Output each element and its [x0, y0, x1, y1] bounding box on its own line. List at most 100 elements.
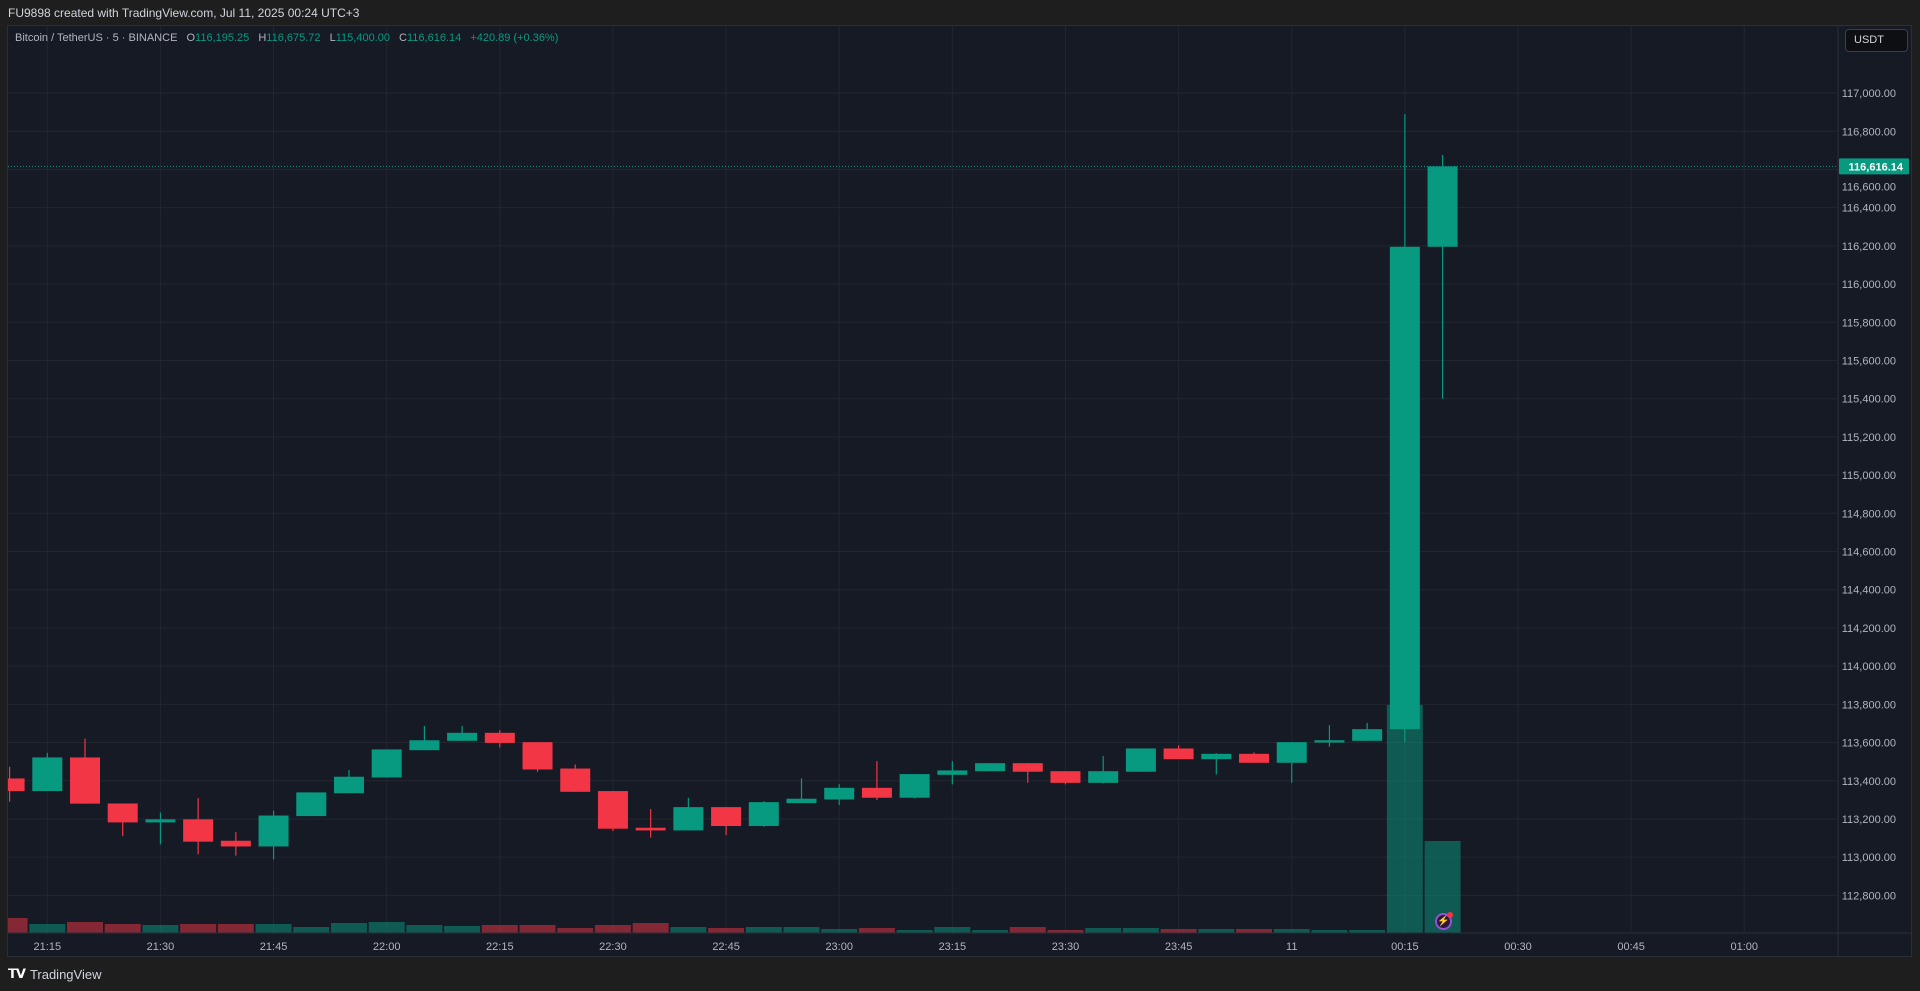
close-label: C	[399, 32, 407, 44]
last-price-label: 116,616.14	[1849, 161, 1904, 173]
volume-bar	[1160, 929, 1197, 933]
volume-bar	[708, 928, 745, 933]
candle-body	[1125, 748, 1156, 772]
y-tick-label: 114,600.00	[1842, 547, 1896, 559]
plot-area	[8, 26, 1838, 933]
low-label: L	[329, 32, 336, 44]
candle-body	[597, 791, 628, 829]
y-tick-label: 116,200.00	[1842, 241, 1896, 253]
x-tick-label: 23:00	[825, 941, 853, 953]
y-tick-label: 114,400.00	[1842, 585, 1896, 597]
candle-body	[8, 778, 25, 792]
candle-body	[107, 803, 138, 823]
candle-body	[748, 802, 779, 827]
volume-bar	[972, 930, 1009, 933]
candle-body	[1352, 729, 1383, 741]
volume-bar	[255, 924, 292, 933]
y-tick-label: 113,000.00	[1842, 852, 1896, 864]
y-tick-label: 115,800.00	[1842, 317, 1896, 329]
x-tick-label: 00:15	[1391, 941, 1419, 953]
candle-body	[1050, 771, 1081, 783]
brand-name: TradingView	[29, 966, 102, 982]
x-tick-label: 22:45	[712, 941, 740, 953]
x-tick-label: 22:00	[373, 941, 401, 953]
candle-body	[32, 757, 63, 792]
volume-bar	[142, 925, 179, 933]
volume-bar	[896, 930, 933, 933]
volume-bar	[406, 925, 443, 933]
volume-bar	[217, 924, 254, 933]
candle-body	[333, 776, 364, 794]
volume-bar	[1273, 929, 1310, 933]
top-bar: FU9898 created with TradingView.com, Jul…	[0, 0, 1920, 25]
volume-bar	[368, 922, 405, 933]
change-value: +420.89 (+0.36%)	[470, 32, 559, 44]
x-tick-label: 00:45	[1617, 941, 1645, 953]
y-tick-label: 115,400.00	[1842, 394, 1896, 406]
volume-bar	[330, 923, 367, 933]
ohlc-legend: Bitcoin / TetherUS · 5 · BINANCE O116,19…	[15, 32, 558, 44]
candle-body	[70, 757, 101, 804]
volume-bar	[29, 924, 66, 933]
volume-bar	[1349, 930, 1386, 933]
candle-body	[409, 740, 440, 751]
x-tick-label: 21:30	[147, 941, 175, 953]
candle-body	[824, 787, 855, 800]
candle-body	[220, 840, 251, 847]
candle-body	[296, 792, 327, 817]
volume-bar	[858, 928, 895, 933]
volume-bar	[934, 927, 971, 933]
candle-body	[1389, 246, 1420, 730]
volume-bar	[104, 924, 141, 933]
x-tick-label: 22:15	[486, 941, 514, 953]
y-tick-label: 114,000.00	[1842, 661, 1896, 673]
volume-bar	[444, 926, 481, 933]
y-tick-label: 112,800.00	[1842, 890, 1896, 902]
lightning-icon[interactable]: ⚡	[1435, 912, 1453, 930]
x-tick-label: 11	[1286, 941, 1297, 953]
y-tick-label: 115,600.00	[1842, 355, 1896, 367]
y-tick-label: 116,800.00	[1842, 126, 1896, 138]
snapshot-title: FU9898 created with TradingView.com, Jul…	[8, 6, 360, 20]
currency-button[interactable]: USDT	[1845, 29, 1908, 52]
x-tick-label: 22:30	[599, 941, 627, 953]
volume-bar	[594, 925, 631, 933]
y-tick-label: 113,200.00	[1842, 814, 1896, 826]
x-tick-label: 23:15	[939, 941, 967, 953]
footer: 𝗧𝗩 TradingView	[8, 966, 101, 982]
low-value: 115,400.00	[335, 32, 390, 44]
candle-body	[1163, 748, 1194, 760]
tradingview-logo-icon[interactable]: 𝗧𝗩	[8, 966, 26, 981]
volume-bar	[1122, 928, 1159, 933]
candle-body	[635, 827, 666, 831]
volume-bar	[1311, 930, 1348, 933]
volume-bar	[670, 927, 707, 933]
volume-bar	[1047, 930, 1084, 933]
y-tick-label: 116,400.00	[1842, 203, 1896, 215]
candle-body	[1276, 742, 1307, 763]
x-tick-label: 23:45	[1165, 941, 1193, 953]
symbol-label[interactable]: Bitcoin / TetherUS · 5 · BINANCE	[15, 32, 178, 44]
volume-bar	[557, 928, 594, 933]
last-price-badge	[1839, 158, 1909, 175]
volume-bar	[821, 929, 858, 933]
volume-bar	[1236, 929, 1273, 933]
candle-body	[899, 774, 930, 798]
notification-dot	[1447, 912, 1453, 918]
volume-bar	[8, 918, 28, 933]
high-label: H	[258, 32, 267, 44]
candle-body	[522, 742, 553, 770]
candle-body	[1427, 166, 1458, 247]
x-tick-label: 23:30	[1052, 941, 1080, 953]
y-tick-label: 113,600.00	[1842, 738, 1896, 750]
volume-bar	[783, 927, 820, 933]
candle-body	[975, 763, 1006, 772]
candle-body	[1201, 753, 1232, 760]
open-value: 116,195.25	[195, 32, 250, 44]
candle-body	[1088, 771, 1119, 783]
candle-body	[484, 732, 515, 743]
y-tick-label: 113,800.00	[1842, 699, 1896, 711]
open-label: O	[186, 32, 196, 44]
candle-body	[371, 749, 402, 778]
